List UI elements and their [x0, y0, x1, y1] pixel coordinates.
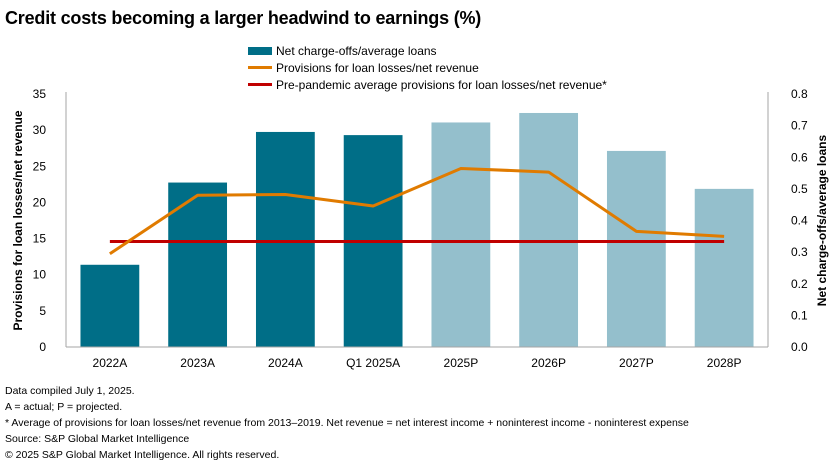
- right-tick-label: 0.1: [791, 308, 808, 322]
- x-tick-label: 2025P: [444, 356, 479, 370]
- bar-2025p: [431, 122, 491, 348]
- right-tick-label: 0.7: [791, 119, 808, 133]
- x-tick-label: 2027P: [619, 356, 654, 370]
- bar-2027p: [606, 150, 666, 347]
- x-tick-label: 2026P: [531, 356, 566, 370]
- x-tick-label: 2023A: [180, 356, 215, 370]
- left-tick-label: 0: [39, 340, 46, 354]
- left-tick-label: 25: [33, 159, 47, 173]
- provisions-line: [109, 166, 725, 255]
- x-tick-label: 2028P: [707, 356, 742, 370]
- legend-swatch-bar: [248, 46, 272, 55]
- right-axis-title: Net charge-offs/average loans: [815, 134, 829, 306]
- right-tick-label: 0.0: [791, 340, 808, 354]
- chart-plot: 0 5 10 15 20 25 30 35 0.0 0.1 0.2 0.3 0.4 0.5 0.6 0.7 0.…: [11, 87, 829, 370]
- right-tick-label: 0.2: [791, 277, 808, 291]
- chart-title: Credit costs becoming a larger headwind …: [5, 8, 482, 28]
- x-tick-label: 2022A: [93, 356, 128, 370]
- right-tick-label: 0.5: [791, 182, 808, 196]
- left-axis-title: Provisions for loan losses/net revenue: [11, 110, 25, 330]
- left-tick-label: 10: [33, 268, 47, 282]
- footnotes: Data compiled July 1, 2025. A = actual; …: [5, 383, 689, 463]
- left-tick-label: 15: [33, 232, 47, 246]
- legend-item-net-charge-offs: Net charge-offs/average loans: [248, 42, 607, 59]
- bar-2028p: [694, 188, 754, 347]
- left-tick-label: 5: [39, 304, 46, 318]
- right-tick-label: 0.8: [791, 87, 808, 101]
- note-asterisk: * Average of provisions for loan losses/…: [5, 417, 689, 429]
- legend: Net charge-offs/average loans Provisions…: [248, 42, 607, 93]
- left-tick-label: 30: [33, 123, 47, 137]
- note-source: Source: S&P Global Market Intelligence: [5, 433, 190, 445]
- note-data-compiled: Data compiled July 1, 2025.: [5, 385, 135, 397]
- right-tick-label: 0.6: [791, 150, 808, 164]
- legend-item-pre-pandemic: Pre-pandemic average provisions for loan…: [248, 76, 607, 93]
- left-tick-label: 35: [33, 87, 47, 101]
- right-tick-label: 0.3: [791, 245, 808, 259]
- legend-swatch-line: [248, 83, 272, 86]
- left-tick-label: 20: [33, 195, 47, 209]
- note-legend-abbrev: A = actual; P = projected.: [5, 401, 123, 413]
- legend-item-provisions: Provisions for loan losses/net revenue: [248, 59, 607, 76]
- legend-label: Provisions for loan losses/net revenue: [276, 60, 479, 75]
- legend-label: Pre-pandemic average provisions for loan…: [276, 77, 607, 92]
- right-tick-label: 0.4: [791, 214, 808, 228]
- note-copyright: © 2025 S&P Global Market Intelligence. A…: [5, 449, 280, 461]
- legend-swatch-line: [248, 66, 272, 69]
- bar-2026p: [519, 112, 579, 347]
- x-tick-label: 2024A: [268, 356, 303, 370]
- legend-label: Net charge-offs/average loans: [276, 43, 437, 58]
- bar-2024a: [255, 131, 315, 347]
- x-tick-label: Q1 2025A: [346, 356, 400, 370]
- bar-2022a: [80, 264, 140, 347]
